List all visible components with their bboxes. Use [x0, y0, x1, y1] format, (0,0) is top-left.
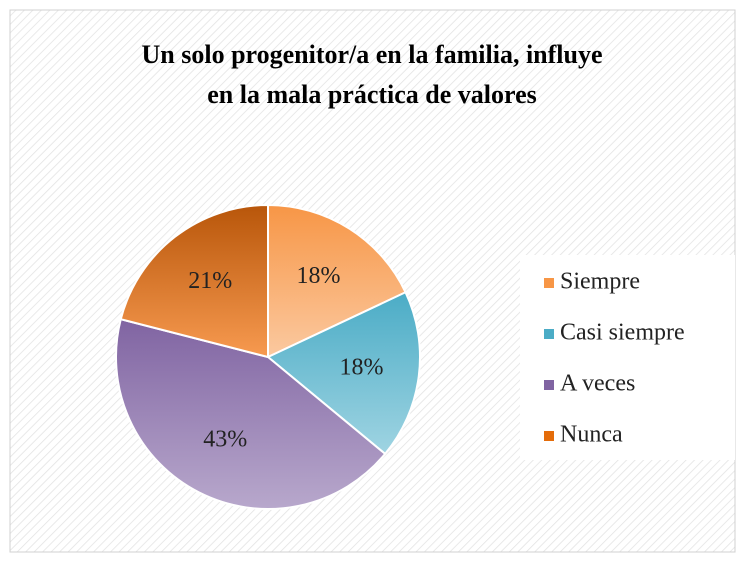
legend-swatch	[544, 431, 554, 441]
legend-label: Nunca	[560, 422, 623, 448]
data-label: 18%	[296, 263, 340, 289]
legend-label: A veces	[560, 371, 635, 397]
legend-swatch	[544, 278, 554, 288]
pie-slice	[119, 203, 269, 359]
pie-slice	[267, 203, 407, 359]
data-label: 18%	[339, 354, 383, 380]
legend-swatch	[544, 380, 554, 390]
pie-slice	[266, 290, 421, 456]
chart-title: en la mala práctica de valores	[207, 80, 537, 109]
chart-title: Un solo progenitor/a en la familia, infl…	[141, 40, 602, 69]
pie-slice	[115, 317, 387, 510]
legend-swatch	[544, 329, 554, 339]
legend-box	[520, 255, 735, 460]
data-label: 43%	[203, 426, 247, 452]
legend-label: Casi siempre	[560, 320, 685, 346]
data-label: 21%	[188, 268, 232, 294]
legend-label: Siempre	[560, 269, 640, 295]
